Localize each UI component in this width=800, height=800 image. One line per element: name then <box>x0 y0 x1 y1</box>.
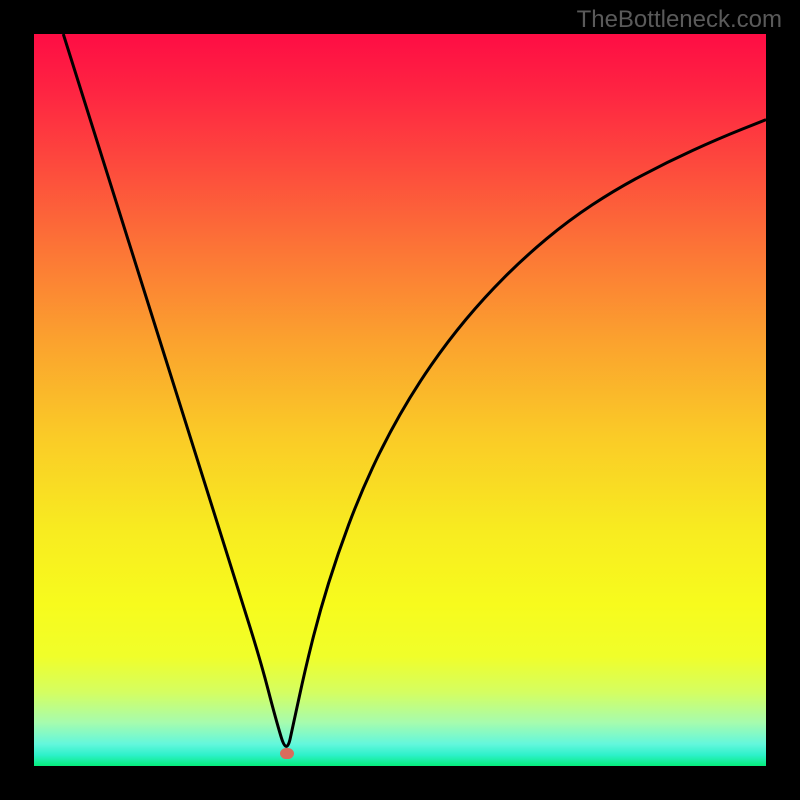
plot-area <box>34 34 766 766</box>
bottleneck-curve <box>34 34 766 766</box>
watermark-text: TheBottleneck.com <box>577 6 782 34</box>
curve-vertex-marker <box>280 748 294 760</box>
